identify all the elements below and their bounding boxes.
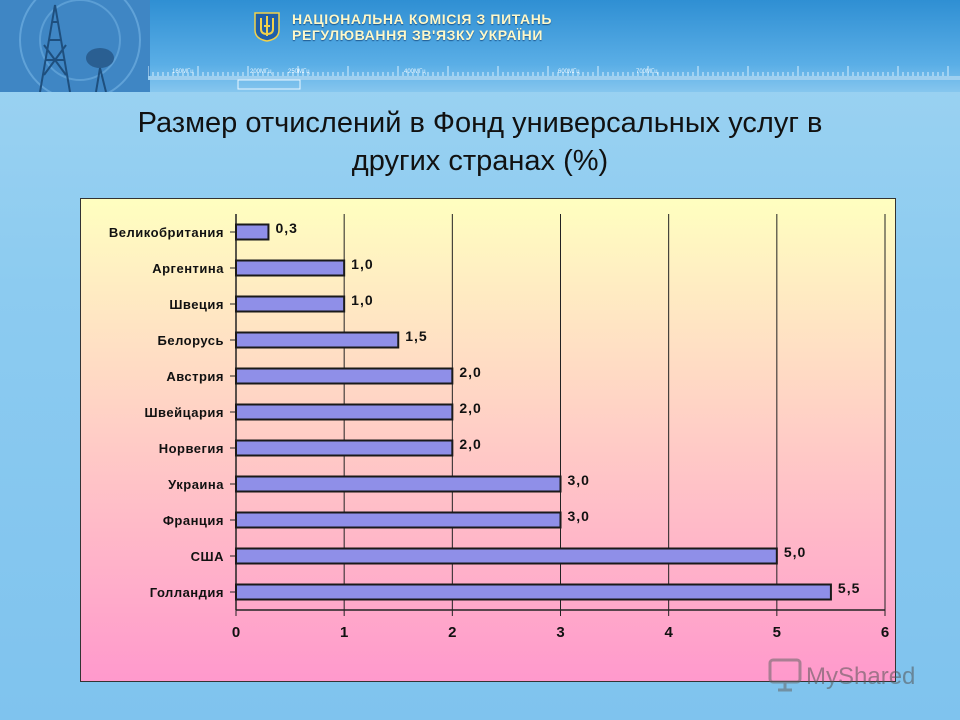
data-label: 5,0 — [784, 544, 806, 560]
header-banner: НАЦІОНАЛЬНА КОМІСІЯ З ПИТАНЬ РЕГУЛЮВАННЯ… — [0, 0, 960, 92]
trident-emblem-icon — [254, 12, 280, 42]
freq-label: 400МГц — [404, 69, 426, 75]
data-label: 1,0 — [351, 256, 373, 272]
category-label: Белорусь — [158, 333, 225, 348]
category-label: Аргентина — [152, 261, 224, 276]
data-label: 1,0 — [351, 292, 373, 308]
freq-label: 200МГц — [250, 69, 272, 75]
page-title-line-1: Размер отчислений в Фонд универсальных у… — [137, 107, 823, 139]
bar — [235, 295, 346, 313]
bar — [235, 547, 778, 565]
x-tick-label: 4 — [664, 624, 673, 641]
bar — [235, 331, 400, 349]
freq-label: 160МГц — [172, 69, 194, 75]
ruler-marker — [237, 79, 301, 90]
x-tick-label: 3 — [556, 624, 564, 641]
data-label: 2,0 — [459, 400, 481, 416]
data-label: 3,0 — [568, 472, 590, 488]
bar — [235, 583, 832, 601]
category-label: Швеция — [169, 297, 224, 312]
data-label: 5,5 — [838, 580, 860, 596]
bar — [235, 511, 562, 529]
category-label: Швейцария — [144, 405, 224, 420]
x-tick-label: 6 — [881, 624, 889, 641]
category-label: Украина — [168, 477, 224, 492]
freq-label: 600МГц — [558, 69, 580, 75]
watermark-text: MyShared — [806, 663, 915, 690]
antenna-tower-image — [0, 0, 150, 92]
data-label: 2,0 — [459, 436, 481, 452]
bar-chart: 0 1 2 3 4 5 6 Великобритания 0,3 Аргентина 1,0 Швец… — [80, 198, 896, 682]
org-name-line-2: РЕГУЛЮВАННЯ ЗВ'ЯЗКУ УКРАЇНИ — [292, 27, 543, 43]
bar — [235, 475, 562, 493]
category-label: Голландия — [150, 585, 224, 600]
page-title-line-2: других странах (%) — [351, 145, 609, 177]
category-label: Франция — [163, 513, 224, 528]
x-tick-label: 2 — [448, 624, 456, 641]
data-label: 2,0 — [459, 364, 481, 380]
category-label: Великобритания — [109, 225, 224, 240]
page-title: Размер отчислений в Фонд универсальных у… — [60, 104, 900, 180]
data-label: 0,3 — [275, 220, 297, 236]
myshared-watermark: MyShared — [768, 658, 915, 692]
org-name-line-1: НАЦІОНАЛЬНА КОМІСІЯ З ПИТАНЬ — [292, 11, 553, 27]
data-label: 1,5 — [405, 328, 427, 344]
plot-background — [80, 198, 896, 682]
freq-label: 250МГц — [288, 69, 310, 75]
bar — [235, 439, 454, 457]
x-tick-label: 1 — [340, 624, 348, 641]
bar — [235, 367, 454, 385]
category-label: Норвегия — [159, 441, 224, 456]
category-label: США — [191, 549, 224, 564]
frequency-ruler: 160МГц 200МГц 250МГц 400МГц 600МГц 700МГц — [148, 66, 960, 90]
freq-label: 700МГц — [636, 69, 658, 75]
monitor-logo-icon — [768, 658, 802, 692]
ruler-band — [148, 76, 960, 80]
bar — [235, 223, 270, 241]
x-tick-label: 5 — [773, 624, 781, 641]
bar — [235, 403, 454, 421]
category-label: Австрия — [166, 369, 224, 384]
data-label: 3,0 — [568, 508, 590, 524]
bar — [235, 259, 346, 277]
x-tick-label: 0 — [232, 624, 240, 641]
